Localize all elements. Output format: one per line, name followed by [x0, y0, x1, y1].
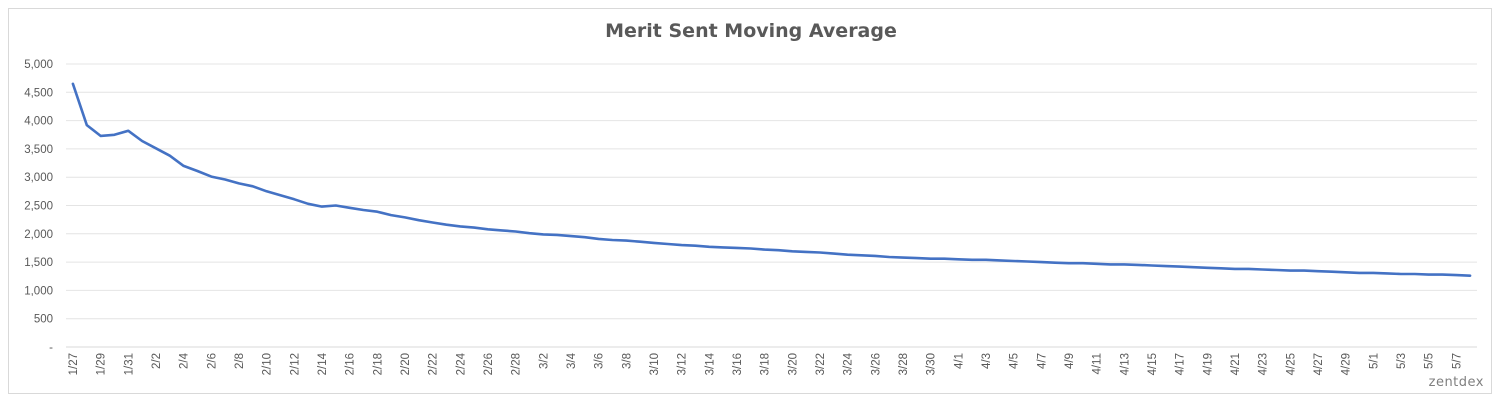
y-tick-label: 4,500 — [24, 87, 53, 99]
watermark-text: zentdex — [1428, 375, 1484, 390]
x-tick-label: 2/8 — [234, 353, 246, 369]
x-tick-label: 1/31 — [123, 353, 135, 375]
x-tick-label: 3/2 — [538, 353, 550, 369]
y-tick-label: 500 — [34, 314, 53, 326]
x-tick-label: 3/8 — [621, 353, 633, 369]
x-tick-label: 4/21 — [1230, 353, 1242, 375]
x-tick-label: 3/14 — [704, 352, 716, 375]
x-tick-label: 2/4 — [179, 352, 191, 369]
x-tick-label: 3/12 — [677, 353, 689, 375]
x-tick-label: 4/27 — [1313, 353, 1325, 375]
y-tick-label: 1,500 — [24, 257, 53, 269]
x-tick-label: 3/24 — [843, 352, 855, 375]
y-tick-label: - — [49, 342, 53, 354]
x-tick-label: 4/11 — [1092, 353, 1104, 375]
y-tick-label: 1,000 — [24, 285, 53, 297]
x-tick-label: 3/22 — [815, 353, 827, 375]
x-tick-label: 2/24 — [455, 352, 467, 375]
x-tick-label: 2/6 — [206, 353, 218, 369]
x-tick-label: 4/1 — [953, 353, 965, 369]
x-tick-label: 5/3 — [1396, 353, 1408, 369]
chart-frame — [8, 8, 1492, 394]
x-tick-label: 3/20 — [787, 353, 799, 375]
x-tick-label: 2/18 — [372, 353, 384, 375]
x-tick-label: 4/29 — [1341, 353, 1353, 375]
x-tick-label: 3/18 — [760, 353, 772, 375]
x-tick-label: 4/3 — [981, 353, 993, 369]
series-line — [71, 82, 1472, 278]
x-tick-label: 4/9 — [1064, 353, 1076, 369]
x-tick-label: 3/4 — [566, 352, 578, 369]
x-tick-label: 2/14 — [317, 352, 329, 375]
x-tick-label: 4/15 — [1147, 353, 1159, 375]
x-tick-label: 1/29 — [96, 353, 108, 375]
x-tick-label: 3/28 — [898, 353, 910, 375]
x-tick-label: 4/25 — [1285, 353, 1297, 375]
x-tick-label: 4/19 — [1202, 353, 1214, 375]
x-tick-label: 2/12 — [289, 353, 301, 375]
x-tick-label: 5/5 — [1424, 353, 1436, 369]
x-tick-label: 3/26 — [870, 353, 882, 375]
x-tick-label: 3/16 — [732, 353, 744, 375]
x-tick-label: 5/7 — [1451, 353, 1463, 369]
y-tick-label: 2,500 — [24, 201, 53, 213]
x-tick-label: 4/23 — [1258, 353, 1270, 375]
y-tick-label: 4,000 — [24, 116, 53, 128]
y-tick-label: 5,000 — [24, 59, 53, 71]
x-tick-label: 4/7 — [1036, 353, 1048, 369]
y-tick-label: 3,500 — [24, 144, 53, 156]
x-tick-label: 5/1 — [1368, 353, 1380, 369]
x-tick-label: 2/28 — [511, 353, 523, 375]
x-tick-label: 3/30 — [926, 353, 938, 375]
x-tick-label: 2/2 — [151, 353, 163, 369]
x-tick-label: 2/26 — [483, 353, 495, 375]
y-tick-label: 2,000 — [24, 229, 53, 241]
x-tick-label: 3/6 — [594, 353, 606, 369]
x-tick-label: 4/17 — [1175, 353, 1187, 375]
x-tick-label: 2/10 — [262, 353, 274, 375]
x-tick-label: 1/27 — [68, 353, 80, 375]
x-tick-label: 4/5 — [1009, 353, 1021, 369]
y-tick-label: 3,000 — [24, 172, 53, 184]
x-tick-label: 2/22 — [428, 353, 440, 375]
chart-title: Merit Sent Moving Average — [605, 20, 897, 42]
x-tick-label: 2/20 — [400, 353, 412, 375]
x-tick-label: 4/13 — [1119, 353, 1131, 375]
x-tick-label: 3/10 — [649, 353, 661, 375]
x-tick-label: 2/16 — [345, 353, 357, 375]
